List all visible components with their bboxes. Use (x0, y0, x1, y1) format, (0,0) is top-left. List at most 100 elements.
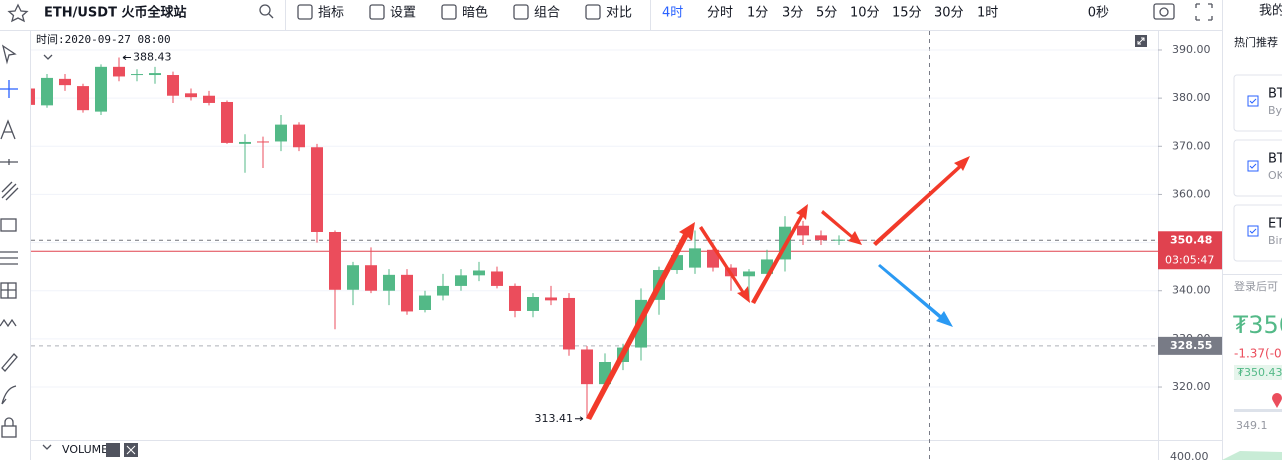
close-button (126, 445, 136, 455)
candle-body (383, 274, 395, 291)
drawn-arrow (873, 156, 970, 246)
range-marker (1273, 401, 1281, 408)
candle-body (743, 271, 755, 277)
interval-button[interactable]: 1时 (977, 6, 998, 21)
candle-body (455, 275, 467, 286)
candle-body (77, 86, 89, 111)
candle-body (437, 285, 449, 296)
ruler-tool[interactable] (1, 353, 18, 372)
interval-button[interactable]: 分时 (707, 6, 733, 21)
fib-tool[interactable] (0, 251, 18, 265)
interval-button[interactable]: 10分 (850, 6, 880, 21)
favorite-icon[interactable] (7, 3, 29, 23)
toolbar-button[interactable]: 暗色 (462, 5, 488, 21)
candle-body (257, 141, 269, 143)
button-icon (585, 4, 601, 20)
panel-section: 热门推荐 (1234, 35, 1278, 49)
toolbar-button[interactable]: 指标 (318, 6, 344, 21)
symbol[interactable]: ETH/USDT 火币全球站 (44, 5, 186, 21)
candle-body (203, 95, 215, 103)
screenshot-icon[interactable] (1153, 3, 1175, 20)
collapse-icon[interactable] (43, 54, 53, 60)
candle-body (563, 297, 575, 350)
interval-button[interactable]: 5分 (816, 6, 837, 21)
candle-body (311, 147, 323, 232)
candle-body (113, 66, 125, 77)
channel-tool[interactable] (1, 181, 19, 201)
candle-body (293, 124, 305, 148)
crosshair-tool[interactable] (0, 80, 18, 98)
checkbox-tick (1249, 98, 1257, 104)
toolbar-button[interactable]: 组合 (534, 6, 560, 21)
collapse-icon[interactable] (42, 444, 52, 450)
wave-tool[interactable] (0, 318, 17, 328)
fullscreen-icon[interactable] (1195, 3, 1213, 21)
panel-badge: ₮350.43 (1237, 366, 1282, 379)
shape-tool[interactable] (0, 218, 17, 232)
candle-body (239, 141, 251, 144)
interval-button[interactable]: 4时 (662, 6, 683, 21)
market-exchange: Bin (1268, 234, 1282, 247)
candle-body (365, 265, 377, 291)
mini-area (1222, 451, 1282, 460)
search-icon[interactable] (259, 4, 271, 16)
price-label-box (1158, 336, 1222, 355)
candle-body (797, 225, 809, 236)
candle-body (401, 274, 413, 312)
checkbox (1247, 225, 1259, 237)
line-tool[interactable] (0, 159, 18, 165)
top-toolbar (0, 0, 1222, 30)
price-label-box (1158, 231, 1222, 270)
checkbox (1247, 160, 1259, 172)
text-tool[interactable] (0, 119, 16, 140)
candle-body (491, 271, 503, 286)
market-name[interactable]: BT (1268, 152, 1282, 167)
candle-body (31, 88, 35, 105)
drawn-arrow (699, 226, 750, 303)
market-name[interactable]: BT (1268, 87, 1282, 102)
interval-button[interactable]: 3分 (782, 6, 803, 21)
market-exchange: By (1268, 104, 1282, 117)
y-tick-label: 340.00 (1172, 284, 1211, 297)
settings-button[interactable] (106, 443, 120, 457)
lock-tool (4, 417, 14, 426)
interval-button[interactable]: 15分 (892, 6, 922, 21)
candle-body (473, 270, 485, 276)
login-hint: 登录后可 (1234, 279, 1278, 293)
market-name[interactable]: ET (1268, 217, 1282, 232)
candle-body (275, 124, 287, 142)
candle-body (545, 297, 557, 301)
info-line: 时间:2020-09-27 08:00 (36, 33, 171, 46)
interval-button[interactable]: 30分 (934, 6, 964, 21)
button-icon (441, 4, 457, 20)
y-tick-label: 380.00 (1172, 91, 1211, 104)
candle-body (815, 235, 827, 241)
interval-button[interactable]: 1分 (747, 6, 768, 21)
candle-body (833, 239, 845, 241)
candle-body (527, 296, 539, 311)
cursor-tool[interactable] (1, 44, 17, 65)
candle-body (149, 73, 161, 76)
brush-tool[interactable] (1, 385, 17, 405)
checkbox-tick (1249, 163, 1257, 169)
drawn-arrow (821, 210, 862, 245)
candle-body (221, 101, 233, 143)
panel-header: 我的 (1259, 3, 1282, 19)
panel-price: ₮350 (1233, 311, 1282, 339)
candle-body (419, 295, 431, 310)
candle-body (347, 265, 359, 290)
panel-change: -1.37(-0. (1234, 347, 1282, 361)
candle-body (689, 248, 701, 268)
timer: 0秒 (1088, 6, 1109, 21)
checkbox-tick (1249, 228, 1257, 234)
candle-body (167, 75, 179, 96)
y-tick-label: 370.00 (1172, 139, 1211, 152)
toolbar-button[interactable]: 设置 (390, 6, 416, 21)
volume-title: VOLUME (62, 443, 108, 456)
low-label: 313.41 (535, 412, 574, 425)
toolbar-button[interactable]: 对比 (606, 6, 632, 21)
candle-body (509, 285, 521, 311)
lock-tool[interactable] (1, 425, 17, 438)
candle-body (59, 78, 71, 86)
